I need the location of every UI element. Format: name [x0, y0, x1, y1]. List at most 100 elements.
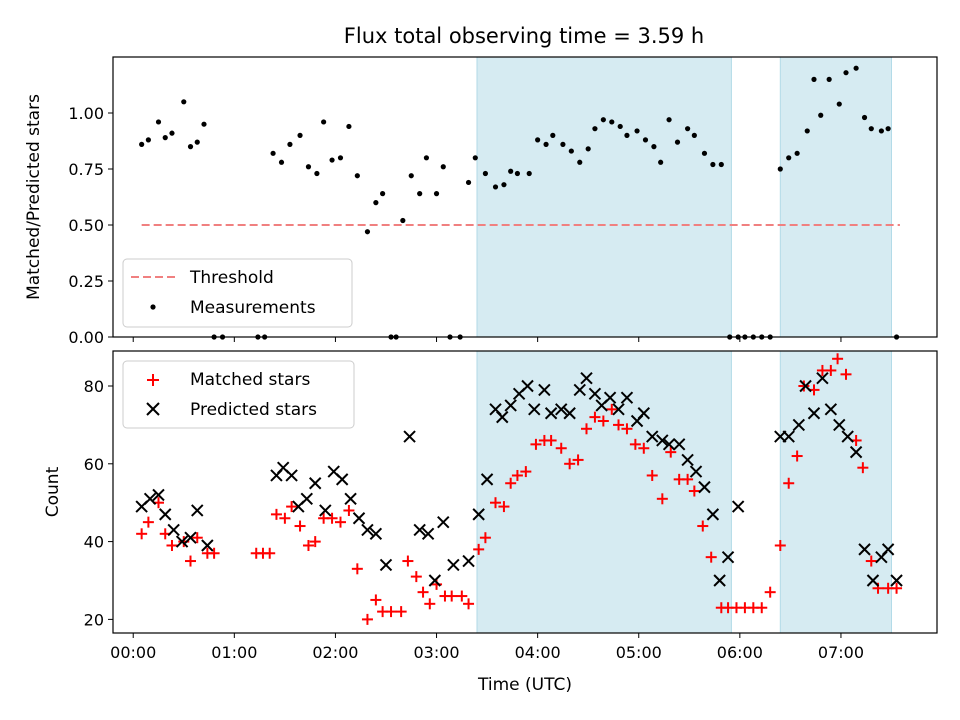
matched-star-point [166, 539, 178, 551]
x-tick-label: 02:00 [312, 643, 358, 662]
measurement-point [400, 217, 406, 224]
measurement-point [577, 159, 583, 165]
predicted-star-point [890, 574, 903, 587]
matched-star-point [326, 512, 338, 524]
predicted-star-point [428, 574, 442, 587]
measurement-point [642, 137, 649, 143]
matched-star-point [656, 493, 668, 505]
measurement-point [440, 164, 446, 170]
predicted-star-point [841, 430, 854, 443]
measurement-point [321, 119, 327, 125]
predicted-star-point [175, 535, 189, 548]
matched-star-point [446, 590, 458, 602]
measurement-point [624, 132, 630, 138]
threshold-legend-label: Threshold [189, 268, 274, 288]
predicted-star-point [480, 473, 494, 486]
measurement-point [878, 128, 884, 134]
matched-star-point [638, 442, 650, 454]
predicted-star-point [538, 383, 551, 397]
matched-star-point [597, 415, 609, 427]
measurement-point [666, 117, 672, 123]
predicted-star-point [555, 403, 568, 416]
matched-star-point [417, 586, 429, 598]
predicted-star-point [731, 500, 745, 513]
predicted-star-point [637, 407, 651, 420]
matched-star-point [490, 497, 502, 509]
predicted-star-point [603, 391, 617, 404]
top-y-ticks: 0.00 0.25 0.50 0.75 1.00 [68, 104, 113, 347]
predicted-star-point [159, 508, 172, 521]
x-tick-label: 04:00 [515, 643, 561, 662]
matched-star-point [511, 469, 523, 481]
measurement-point [550, 132, 556, 138]
x-axis-label: Time (UTC) [477, 675, 572, 695]
measurement-point [337, 155, 344, 161]
predicted-star-point [713, 574, 726, 587]
measurement-point [543, 141, 549, 147]
predicted-star-point [309, 477, 322, 490]
measurement-point [853, 65, 859, 71]
predicted-star-point [352, 512, 366, 525]
measurement-point [868, 126, 874, 132]
matched-star-point [688, 485, 700, 497]
matched-star-point [286, 501, 298, 513]
predicted-star-point [335, 473, 349, 486]
measurement-point [155, 119, 162, 125]
measurement-point [691, 132, 697, 138]
measurement-point [710, 161, 716, 168]
measurement-point [794, 150, 800, 156]
measurement-point [718, 161, 724, 168]
predicted-star-point [866, 574, 880, 587]
measurement-point [417, 191, 423, 197]
measurement-point [600, 117, 606, 123]
predicted-star-point [504, 399, 517, 412]
predicted-star-point [573, 383, 586, 397]
matched-star-point [479, 532, 491, 544]
predicted-star-point [201, 539, 214, 552]
predicted-star-point [824, 403, 838, 416]
matched-star-point [402, 555, 414, 567]
measurement-point [346, 123, 352, 130]
matched-star-point [264, 547, 276, 559]
measurement-point [674, 139, 681, 145]
top-x-ticks [132, 337, 842, 342]
matched-star-point [682, 473, 694, 485]
predicted-stars-legend-swatch [146, 402, 160, 416]
matched-star-point [798, 380, 810, 392]
predicted-star-point [588, 387, 602, 400]
matched-star-point [463, 598, 475, 610]
predicted-star-point [413, 523, 426, 537]
predicted-star-point [462, 554, 475, 568]
matched-star-point [351, 563, 363, 575]
matched-star-point [621, 423, 633, 435]
matched-star-point [431, 578, 443, 590]
matched-star-point [395, 606, 407, 618]
predicted-star-point [167, 523, 180, 537]
measurement-point [169, 130, 175, 136]
matched-star-point [891, 582, 903, 594]
top-legend: Threshold Measurements [122, 258, 353, 328]
matched-star-point [581, 423, 593, 435]
chart-title: Flux total observing time = 3.59 h [344, 24, 704, 48]
measurement-point [162, 135, 168, 141]
measurement-point [685, 126, 691, 132]
matched-star-point [185, 555, 197, 567]
measurement-point [514, 170, 521, 177]
measurement-point [609, 119, 615, 125]
measurement-point [811, 76, 817, 82]
matched-star-point [520, 466, 532, 478]
predicted-star-point [689, 465, 703, 478]
matched-star-point [665, 446, 677, 458]
x-tick-label: 00:00 [110, 643, 156, 662]
matched-stars-series [136, 353, 903, 625]
measurement-point [278, 159, 285, 165]
matched-star-point [191, 532, 203, 544]
measurement-point [472, 155, 478, 161]
measurement-point [818, 112, 824, 118]
predicted-star-point [496, 410, 509, 424]
predicted-star-point [799, 379, 812, 393]
measurements-legend-swatch [150, 304, 156, 310]
predicted-star-point [403, 430, 416, 443]
predicted-star-point [620, 391, 634, 404]
measurement-point [139, 141, 145, 147]
